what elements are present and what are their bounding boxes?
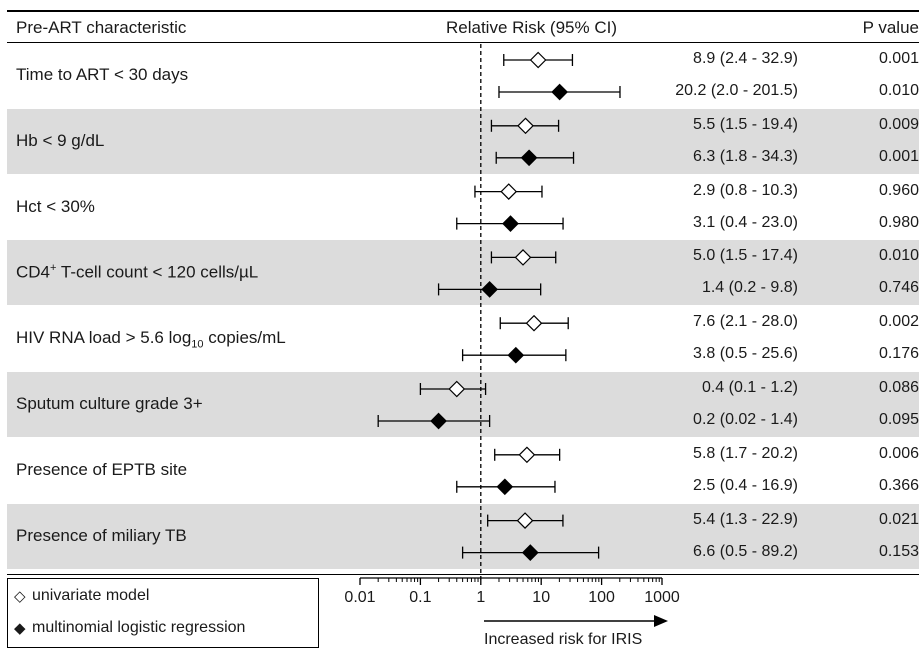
row-label: Presence of EPTB site xyxy=(16,459,188,479)
row-label: Time to ART < 30 days xyxy=(16,65,189,84)
point-univariate xyxy=(514,249,532,266)
p-value: 0.153 xyxy=(878,542,919,560)
p-value: 0.086 xyxy=(878,379,919,396)
point-univariate xyxy=(500,183,518,200)
point-multinomial xyxy=(481,281,498,298)
row-label-part: CD4 xyxy=(16,263,51,283)
p-value: 0.006 xyxy=(878,444,919,462)
rr-ci-value: 7.6 (2.1 - 28.0) xyxy=(693,313,798,331)
point-multinomial xyxy=(521,544,539,561)
p-value: 0.010 xyxy=(878,247,919,265)
x-tick-label: 1 xyxy=(476,589,486,606)
group-band xyxy=(7,240,919,306)
rr-ci-value: 6.6 (0.5 - 89.2) xyxy=(693,542,798,560)
point-univariate xyxy=(518,446,536,464)
row-label-part: copies/mL xyxy=(203,328,286,348)
row-label: Sputum culture grade 3+ xyxy=(16,394,203,413)
rr-ci-value: 8.9 (2.4 - 32.9) xyxy=(693,50,798,67)
legend: ◇ univariate model ◆ multinomial logisti… xyxy=(7,578,319,648)
point-multinomial xyxy=(520,149,538,167)
filled-diamond-icon: ◆ xyxy=(14,620,26,637)
header-characteristic: Pre-ART characteristic xyxy=(16,18,187,37)
point-univariate xyxy=(448,380,466,398)
p-value: 0.746 xyxy=(878,279,919,297)
p-value: 0.095 xyxy=(878,411,919,428)
table-top-rule xyxy=(7,10,919,12)
rr-ci-value: 3.8 (0.5 - 25.6) xyxy=(693,345,798,363)
rr-ci-value: 2.9 (0.8 - 10.3) xyxy=(693,181,798,199)
p-value: 0.010 xyxy=(878,82,919,99)
point-multinomial xyxy=(502,215,519,232)
group-band xyxy=(7,372,919,437)
rr-ci-value: 5.5 (1.5 - 19.4) xyxy=(693,115,798,133)
rr-ci-value: 5.8 (1.7 - 20.2) xyxy=(693,444,798,462)
point-univariate xyxy=(516,512,534,529)
rr-ci-value: 0.2 (0.02 - 1.4) xyxy=(693,411,798,428)
point-univariate xyxy=(529,51,547,69)
header-relative-risk: Relative Risk (95% CI) xyxy=(446,18,617,37)
row-label: Presence of miliary TB xyxy=(16,525,187,545)
x-tick-label: 0.01 xyxy=(344,589,376,606)
point-multinomial xyxy=(496,478,514,496)
p-value: 0.366 xyxy=(878,476,919,494)
row-label: CD4+ T-cell count < 120 cells/µL xyxy=(16,262,258,283)
row-label: Hb < 9 g/dL xyxy=(16,130,105,150)
p-value: 0.980 xyxy=(878,213,919,231)
point-multinomial xyxy=(430,412,447,430)
rr-ci-value: 5.4 (1.3 - 22.9) xyxy=(693,510,798,528)
header-rule xyxy=(7,42,919,43)
open-diamond-icon: ◇ xyxy=(14,588,26,605)
point-multinomial xyxy=(551,83,568,101)
legend-item-multinomial: ◆ multinomial logistic regression xyxy=(14,619,245,637)
x-tick-label: 0.1 xyxy=(409,589,432,606)
row-label-subscript: 10 xyxy=(191,338,204,351)
rr-ci-value: 6.3 (1.8 - 34.3) xyxy=(693,147,798,165)
legend-label: multinomial logistic regression xyxy=(32,619,246,636)
rr-ci-value: 0.4 (0.1 - 1.2) xyxy=(701,379,798,396)
point-univariate xyxy=(525,314,543,332)
p-value: 0.021 xyxy=(878,510,919,528)
rr-ci-value: 5.0 (1.5 - 17.4) xyxy=(693,247,798,265)
p-value: 0.001 xyxy=(878,50,919,67)
risk-arrow-head-icon xyxy=(654,615,668,627)
header-p-value: P value xyxy=(862,18,919,37)
p-value: 0.002 xyxy=(878,313,919,331)
rr-ci-value: 2.5 (0.4 - 16.9) xyxy=(693,476,798,494)
x-tick-label: 100 xyxy=(588,589,615,606)
table-bottom-rule xyxy=(7,574,919,575)
p-value: 0.001 xyxy=(878,147,919,165)
rr-ci-value: 20.2 (2.0 - 201.5) xyxy=(675,82,798,99)
rr-ci-value: 1.4 (0.2 - 9.8) xyxy=(701,279,798,297)
x-tick-label: 1000 xyxy=(644,589,680,606)
row-label-part: T-cell count < 120 cells/µL xyxy=(56,263,259,283)
x-axis-note: Increased risk for IRIS xyxy=(484,631,643,648)
x-tick-label: 10 xyxy=(532,589,551,606)
point-multinomial xyxy=(507,346,525,364)
legend-item-univariate: ◇ univariate model xyxy=(14,587,149,605)
rr-ci-value: 3.1 (0.4 - 23.0) xyxy=(693,213,798,231)
legend-label: univariate model xyxy=(32,587,150,604)
row-label: Hct < 30% xyxy=(16,196,95,216)
group-band xyxy=(7,108,919,174)
row-label-superscript: + xyxy=(50,262,57,275)
p-value: 0.176 xyxy=(878,345,919,363)
point-univariate xyxy=(517,117,534,135)
p-value: 0.009 xyxy=(878,115,919,133)
p-value: 0.960 xyxy=(878,181,919,199)
row-label: HIV RNA load > 5.6 log10 copies/mL xyxy=(16,328,286,350)
row-label-part: HIV RNA load > 5.6 log xyxy=(16,328,192,348)
